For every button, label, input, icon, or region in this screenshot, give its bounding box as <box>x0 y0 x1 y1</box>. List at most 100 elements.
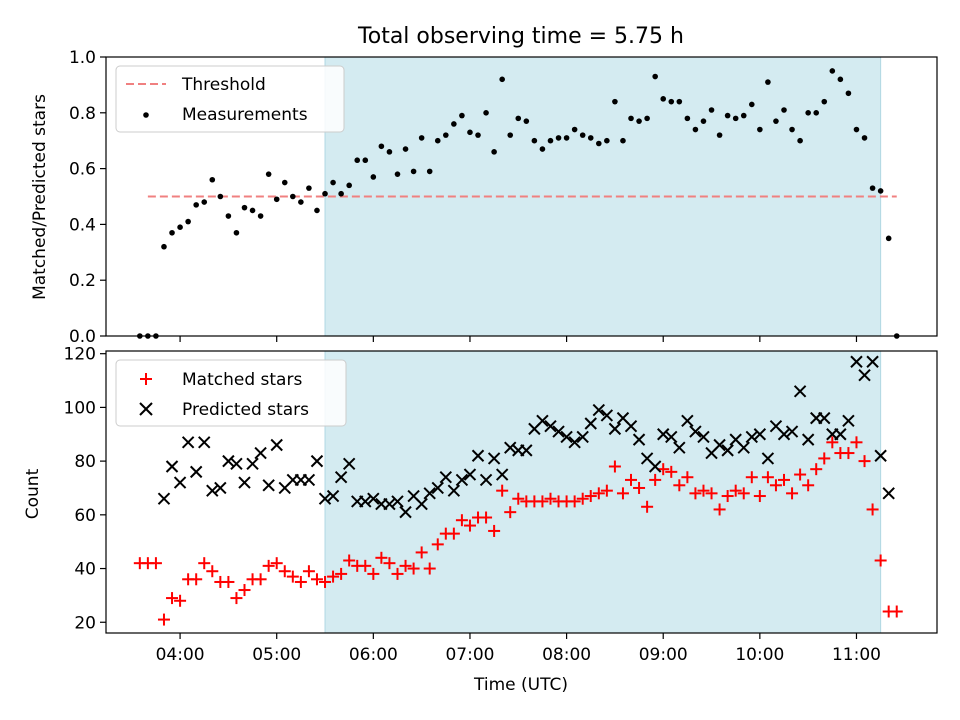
matched-star-point <box>512 492 525 505</box>
predicted-star-point <box>157 492 171 505</box>
measurement-point <box>604 137 610 144</box>
measurement-point <box>821 98 828 105</box>
bottom-y-tick-label: 120 <box>64 345 96 365</box>
matched-star-point <box>407 562 420 575</box>
matched-star-point <box>673 479 686 492</box>
matched-star-point <box>665 465 678 478</box>
measurement-point <box>273 196 280 203</box>
measurement-point <box>660 96 667 102</box>
matched-star-point <box>157 613 170 626</box>
predicted-star-point <box>302 473 316 487</box>
matched-star-point <box>480 511 493 524</box>
matched-star-point <box>786 487 799 500</box>
measurement-point <box>829 68 836 74</box>
matched-star-point <box>729 484 742 497</box>
predicted-star-point <box>359 495 372 508</box>
matched-star-point <box>230 592 243 605</box>
predicted-star-point <box>544 419 557 433</box>
measurement-point <box>740 112 747 119</box>
measurement-point <box>402 146 409 152</box>
measurement-point <box>217 193 224 200</box>
measurement-point <box>507 132 514 138</box>
predicted-star-point <box>568 436 581 449</box>
measurement-point <box>225 213 232 219</box>
predicted-star-point <box>254 446 267 460</box>
bottom-y-tick-label: 40 <box>74 560 96 580</box>
predicted-star-point <box>504 441 517 454</box>
matched-star-point <box>681 471 694 484</box>
matched-stars-points <box>133 436 903 626</box>
matched-star-point <box>391 567 404 580</box>
predicted-star-point <box>238 476 251 489</box>
predicted-star-point <box>455 473 469 487</box>
predicted-star-point <box>536 414 549 428</box>
predicted-star-point <box>423 487 436 500</box>
matched-star-point <box>254 573 267 586</box>
x-tick-label: 08:00 <box>542 645 591 665</box>
measurement-point <box>451 121 457 127</box>
matched-star-point <box>343 554 356 567</box>
predicted-star-point <box>383 497 396 511</box>
matched-star-point <box>600 484 613 497</box>
matched-star-point <box>818 452 831 465</box>
predicted-star-point <box>842 414 855 428</box>
predicted-star-point <box>552 425 565 438</box>
measurement-point <box>483 110 489 116</box>
predicted-star-point <box>214 481 227 495</box>
measurement-point <box>853 126 860 133</box>
predicted-star-point <box>882 487 895 500</box>
matched-star-point <box>294 575 307 588</box>
predicted-star-point <box>850 355 863 368</box>
matched-star-point <box>850 436 863 449</box>
matched-star-point <box>608 460 621 473</box>
measurement-point <box>290 193 296 200</box>
predicted-star-point <box>463 468 477 481</box>
predicted-star-point <box>665 430 678 444</box>
matched-star-point <box>826 436 839 449</box>
measurement-point <box>306 185 312 191</box>
matched-star-point <box>262 559 275 572</box>
legend-matched-swatch <box>140 373 152 385</box>
predicted-star-point <box>608 422 622 436</box>
predicted-star-point <box>576 430 589 444</box>
predicted-star-point <box>761 452 775 465</box>
top-y-tick-label: 0.8 <box>69 104 96 124</box>
x-tick-label: 11:00 <box>832 645 881 665</box>
matched-star-point <box>222 575 235 588</box>
matched-star-point <box>858 455 871 468</box>
top-y-tick-label: 0.4 <box>69 215 96 235</box>
measurement-point <box>241 204 248 211</box>
matched-star-point <box>238 584 251 597</box>
matched-star-point <box>174 594 187 607</box>
predicted-star-point <box>592 403 606 417</box>
measurement-point <box>378 143 385 150</box>
predicted-star-point <box>689 425 702 438</box>
matched-star-point <box>302 565 315 578</box>
matched-star-point <box>383 557 396 570</box>
measurement-point <box>467 129 473 136</box>
predicted-star-point <box>520 444 533 457</box>
matched-star-point <box>649 473 662 486</box>
top-y-axis-label: Matched/Predicted stars <box>30 94 50 300</box>
bottom-y-axis-label: Count <box>23 468 43 519</box>
matched-star-point <box>415 546 428 559</box>
matched-star-point <box>310 573 323 586</box>
predicted-star-point <box>657 428 670 441</box>
measurement-point <box>161 243 167 250</box>
measurement-point <box>169 229 175 236</box>
measurement-point <box>386 149 393 155</box>
legend-predicted-swatch <box>139 402 153 416</box>
measurement-point <box>861 135 868 141</box>
matched-star-point <box>705 487 718 500</box>
bottom-plot-frame <box>105 350 938 634</box>
matched-star-point <box>616 487 629 500</box>
measurement-point <box>443 132 449 138</box>
bottom-y-tick-label: 60 <box>74 506 96 526</box>
matched-star-point <box>584 490 597 503</box>
bottom-legend-box <box>115 359 347 427</box>
predicted-star-point <box>222 454 235 468</box>
measurement-point <box>668 98 675 105</box>
predicted-star-point <box>181 436 195 449</box>
predicted-stars-points <box>157 355 895 519</box>
measurement-point <box>732 115 739 122</box>
